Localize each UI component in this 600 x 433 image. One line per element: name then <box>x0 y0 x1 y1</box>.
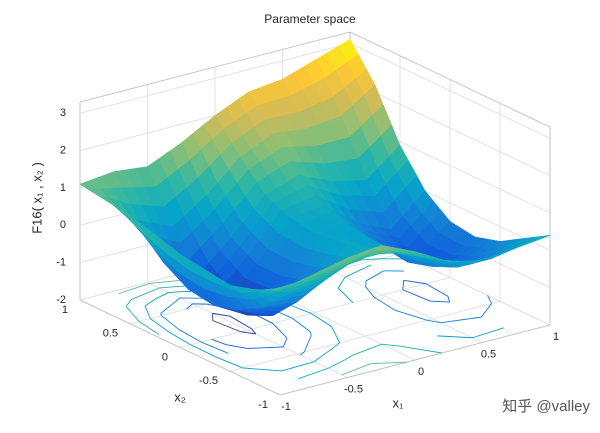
contour-line <box>331 326 341 344</box>
contour-line <box>226 344 248 349</box>
contour-line <box>185 303 193 310</box>
z-tick-label: 3 <box>60 107 66 119</box>
contour-line <box>447 296 451 303</box>
contour-line <box>138 321 160 335</box>
contour-line <box>487 295 492 304</box>
z-tick-label: -2 <box>56 294 66 306</box>
contour-line <box>344 264 372 278</box>
contour-line <box>337 287 354 303</box>
surface-patch <box>271 284 292 291</box>
contour-line <box>281 361 315 372</box>
contour-line <box>282 337 288 348</box>
contour-line <box>300 351 305 356</box>
grid-line <box>179 277 451 348</box>
contour-line <box>118 282 150 295</box>
contour-line <box>472 327 504 339</box>
contour-line <box>297 367 329 380</box>
z-tick-label: -1 <box>56 257 66 269</box>
y-tick-label: -1 <box>258 399 268 411</box>
contour-line <box>429 300 450 303</box>
contour-line <box>292 317 311 333</box>
contour-line <box>365 270 384 282</box>
contour-line <box>394 309 428 321</box>
contour-line <box>212 320 241 333</box>
contour-line <box>402 289 431 302</box>
contour-line <box>381 343 399 347</box>
contour-line <box>310 331 312 336</box>
x-tick-label: -1 <box>281 401 291 413</box>
contour-line <box>426 319 441 324</box>
contour-line <box>352 343 382 356</box>
contour-line <box>272 323 288 339</box>
contour-line <box>211 338 227 346</box>
contour-line <box>200 341 229 354</box>
y-tick-label: 0.5 <box>103 328 118 340</box>
contour-line <box>398 345 443 354</box>
contour-line <box>334 342 340 348</box>
contour-line <box>303 335 312 353</box>
z-tick-label: 0 <box>60 219 66 231</box>
grid-line <box>229 300 501 372</box>
z-tick-label: 2 <box>60 144 66 156</box>
contour-line <box>160 313 162 316</box>
axis-line <box>79 299 281 396</box>
contour-line <box>440 316 482 324</box>
contour-line <box>402 280 405 290</box>
contour-line <box>341 363 371 376</box>
contour-line <box>168 291 184 293</box>
contour-line <box>144 298 156 307</box>
x-tick-label: 0 <box>418 366 424 378</box>
x-tick-label: 1 <box>553 331 559 343</box>
watermark: 知乎 @valley <box>502 398 590 415</box>
contour-line <box>365 286 375 298</box>
contour-line <box>155 292 169 300</box>
z-tick-label: 1 <box>60 182 66 194</box>
contour-line <box>125 299 132 307</box>
contour-line <box>178 329 202 343</box>
contour-line <box>190 344 216 358</box>
contour-line <box>161 315 180 330</box>
contour-line <box>251 328 257 335</box>
contour-line <box>311 313 332 327</box>
y-tick-label: 1 <box>62 304 68 316</box>
contour-line <box>360 258 381 261</box>
contour-line <box>242 367 282 372</box>
contour-line <box>313 346 336 363</box>
y-tick-label: -0.5 <box>199 375 218 387</box>
contour-line <box>215 356 243 369</box>
contour-line <box>370 361 407 365</box>
contour-line <box>149 318 170 333</box>
contour-line <box>437 335 473 339</box>
x-tick-label: 0.5 <box>481 348 496 360</box>
contour-line <box>212 312 231 317</box>
axis-line <box>279 324 551 396</box>
y-axis-label: x₂ <box>174 389 186 404</box>
x-axis-label: x₁ <box>393 395 405 410</box>
axis-line <box>349 31 551 128</box>
contour-line <box>327 359 346 369</box>
contour-line <box>373 296 396 311</box>
z-axis-label: F16( x₁ , x₂ ) <box>29 162 44 234</box>
y-tick-label: 0 <box>162 351 168 363</box>
contour-line <box>344 354 353 361</box>
axis-line <box>79 31 351 103</box>
contour-line <box>240 331 256 335</box>
contour-line <box>425 283 449 297</box>
contour-line <box>125 306 140 322</box>
chart-title: Parameter space <box>264 12 356 26</box>
contour-line <box>131 287 160 300</box>
x-tick-label: -0.5 <box>344 383 363 395</box>
contour-line <box>168 331 191 346</box>
contour-line <box>480 303 492 318</box>
contour-line <box>144 305 151 319</box>
contour-line <box>403 279 426 285</box>
contour-line <box>247 346 284 349</box>
contour-line <box>229 315 252 330</box>
contour-line <box>160 297 181 314</box>
contour-line <box>337 276 346 289</box>
